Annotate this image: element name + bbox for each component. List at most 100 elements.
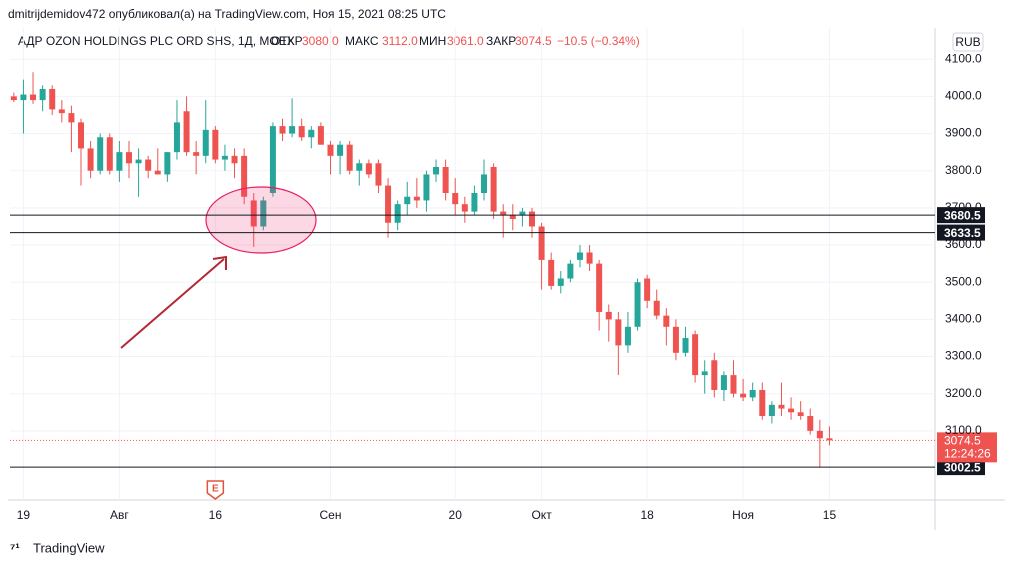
candle-body [346,144,353,171]
candle-body [30,94,37,101]
x-tick-label: 18 [640,508,654,522]
candle-body [576,252,583,260]
candle-body [749,389,756,398]
x-tick-label: 19 [17,508,31,522]
change: −10.5 (−0.34%) [557,34,640,48]
candle-body [269,126,276,194]
candle-body [231,155,238,164]
candle-body [394,204,401,223]
high-label: МАКС [345,34,379,48]
candle-body [672,326,679,353]
footer: ⁷¹ TradingView [10,540,105,555]
candle-body [788,408,795,413]
candle-body [356,163,363,171]
candle-body [154,170,161,175]
candle-body [711,360,718,390]
candle-body [212,129,219,160]
symbol: АДР OZON HOLDINGS PLC ORD SHS, 1Д, MOEX [18,34,295,48]
x-tick-label: 20 [449,508,463,522]
candle-body [78,122,85,149]
overlay: 3680.5 3633.5 3002.5 3074.512:24:26 E [10,186,997,500]
candle-body [241,155,248,197]
candle-body [279,126,286,134]
candle-body [759,389,766,417]
high-value: 3112.0 [382,34,418,48]
level-label-bg [937,224,985,241]
candle-body [298,126,305,138]
candle-body [682,337,689,353]
candle-body [413,196,420,201]
candle-body [730,375,737,394]
arrow-shaft [120,258,225,349]
candle-body [605,311,612,320]
y-tick-label: 3300.0 [945,349,982,363]
level-label: 3633.5 [944,226,981,240]
candle-body [557,278,564,286]
candle-body [509,215,516,220]
grid [10,28,935,500]
candle-body [68,113,75,123]
candle-body [260,200,267,227]
candle-body [461,204,468,212]
y-tick-label: 3600.0 [945,237,982,251]
x-tick-label: Авг [110,508,129,522]
last-price-label: 3074.5 [944,434,981,448]
currency-box[interactable] [952,32,984,52]
y-tick-label: 3900.0 [945,126,982,140]
candle-body [490,166,497,212]
candle-body [615,319,622,346]
candle-body [250,200,257,227]
candle-body [720,375,727,390]
earnings-marker-label: E [212,484,219,495]
y-tick-label: 3400.0 [945,312,982,326]
candle-body [653,300,660,316]
x-tick-label: Ноя [732,508,754,522]
x-tick-label: Окт [531,508,552,522]
candle-body [106,137,113,171]
open-value: 3080.0 [302,34,339,48]
candle-body [586,252,593,264]
last-price-bg [937,432,997,463]
brand-logo: ⁷¹ [10,540,20,555]
countdown: 12:24:26 [944,447,991,461]
highlight-ellipse [205,186,317,254]
candle-body [365,163,372,175]
y-tick-label: 3200.0 [945,386,982,400]
low-label: МИН [419,34,446,48]
arrow-head [212,255,227,270]
candle-body [768,404,775,417]
y-tick-label: 3800.0 [945,163,982,177]
candle-body [538,226,545,260]
candle-body [596,263,603,312]
candle-body [58,109,65,114]
candle-body [221,155,228,160]
candle-body [740,393,747,398]
candle-body [145,159,152,171]
candle-body [97,137,104,171]
currency[interactable]: RUB [955,35,980,49]
candle-body [548,259,555,286]
candle-body [433,166,440,175]
candle-body [49,88,56,110]
candle-body [125,152,132,164]
candle-body [289,126,296,134]
candle-body [173,122,180,153]
x-tick-label: Сен [320,508,342,522]
candle-body [778,404,785,409]
candle-body [375,163,382,186]
candle-body [87,148,94,171]
close-value: 3074.5 [515,34,552,48]
brand: TradingView [33,540,105,555]
candle-body [519,211,526,216]
candle-body [663,315,670,327]
open-label: ОТКР [271,34,303,48]
y-tick-label: 4100.0 [945,51,982,65]
low-value: 3061.0 [447,34,484,48]
candle-body [404,196,411,205]
candle-body [317,126,324,145]
legend-row: АДР OZON HOLDINGS PLC ORD SHS, 1Д, MOEX … [18,34,640,48]
earnings-marker [206,480,225,500]
candle-body [692,334,699,376]
